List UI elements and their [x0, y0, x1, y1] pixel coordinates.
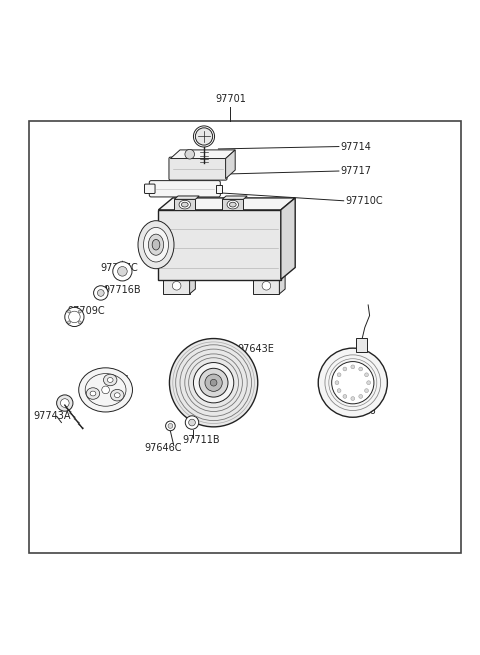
Text: 97643E: 97643E — [238, 344, 275, 354]
Circle shape — [335, 381, 339, 384]
Ellipse shape — [148, 234, 164, 255]
Ellipse shape — [138, 221, 174, 269]
Circle shape — [169, 339, 258, 427]
Circle shape — [172, 282, 181, 290]
Circle shape — [113, 262, 132, 281]
Polygon shape — [190, 272, 195, 294]
Circle shape — [337, 388, 341, 392]
Circle shape — [118, 267, 127, 276]
Circle shape — [185, 149, 194, 159]
FancyBboxPatch shape — [144, 184, 155, 193]
Ellipse shape — [90, 391, 96, 396]
Ellipse shape — [227, 200, 239, 209]
Bar — [356, 338, 367, 352]
Polygon shape — [226, 150, 235, 179]
Circle shape — [199, 368, 228, 397]
Ellipse shape — [179, 200, 191, 209]
Circle shape — [189, 419, 195, 426]
Ellipse shape — [86, 388, 100, 400]
Circle shape — [78, 321, 81, 324]
Polygon shape — [158, 198, 295, 210]
Bar — [216, 185, 222, 193]
Bar — [253, 278, 279, 294]
Text: 97716B: 97716B — [103, 285, 141, 295]
Text: 97711B: 97711B — [182, 436, 220, 445]
Circle shape — [262, 282, 271, 290]
Ellipse shape — [108, 377, 113, 383]
Ellipse shape — [104, 374, 117, 386]
Circle shape — [102, 386, 109, 394]
Circle shape — [210, 379, 217, 386]
Polygon shape — [170, 150, 235, 159]
Ellipse shape — [144, 227, 168, 262]
Circle shape — [97, 290, 104, 296]
Text: 97714: 97714 — [341, 141, 372, 151]
Circle shape — [351, 397, 355, 400]
Text: 97646C: 97646C — [144, 443, 181, 453]
FancyBboxPatch shape — [158, 210, 281, 280]
Circle shape — [166, 421, 175, 431]
Circle shape — [195, 128, 213, 145]
Text: 97644C: 97644C — [91, 375, 129, 385]
Circle shape — [65, 307, 84, 327]
Bar — [163, 278, 190, 294]
Circle shape — [337, 373, 341, 377]
Circle shape — [78, 310, 81, 313]
Polygon shape — [174, 196, 199, 199]
Circle shape — [185, 416, 199, 429]
Text: 97707C: 97707C — [101, 263, 139, 273]
Text: 97701: 97701 — [215, 94, 246, 104]
Circle shape — [359, 367, 363, 371]
Circle shape — [367, 381, 371, 384]
Polygon shape — [279, 272, 285, 294]
Text: 97646: 97646 — [346, 407, 376, 417]
Circle shape — [332, 362, 374, 404]
Text: 97717: 97717 — [341, 166, 372, 176]
Ellipse shape — [181, 202, 188, 207]
Circle shape — [205, 374, 222, 391]
Bar — [174, 199, 195, 210]
Ellipse shape — [114, 393, 120, 398]
Polygon shape — [222, 196, 247, 199]
Polygon shape — [281, 198, 295, 280]
Circle shape — [168, 424, 173, 428]
Text: 97710C: 97710C — [346, 196, 383, 206]
Text: 97743A: 97743A — [34, 411, 71, 421]
Circle shape — [351, 365, 355, 369]
Ellipse shape — [110, 390, 124, 401]
Circle shape — [57, 395, 73, 411]
Circle shape — [359, 394, 363, 398]
Circle shape — [94, 286, 108, 300]
Ellipse shape — [79, 368, 132, 412]
Ellipse shape — [152, 240, 160, 250]
Circle shape — [365, 388, 369, 392]
Circle shape — [68, 310, 71, 313]
Text: 97709C: 97709C — [67, 306, 105, 316]
Circle shape — [343, 394, 347, 398]
Circle shape — [365, 373, 369, 377]
Ellipse shape — [85, 373, 126, 406]
Bar — [222, 199, 243, 210]
FancyBboxPatch shape — [169, 157, 227, 180]
Circle shape — [68, 321, 71, 324]
Circle shape — [173, 342, 254, 424]
Circle shape — [343, 367, 347, 371]
Circle shape — [60, 399, 69, 407]
Ellipse shape — [229, 202, 236, 207]
Circle shape — [193, 362, 234, 403]
Circle shape — [318, 348, 387, 417]
FancyBboxPatch shape — [149, 181, 220, 197]
